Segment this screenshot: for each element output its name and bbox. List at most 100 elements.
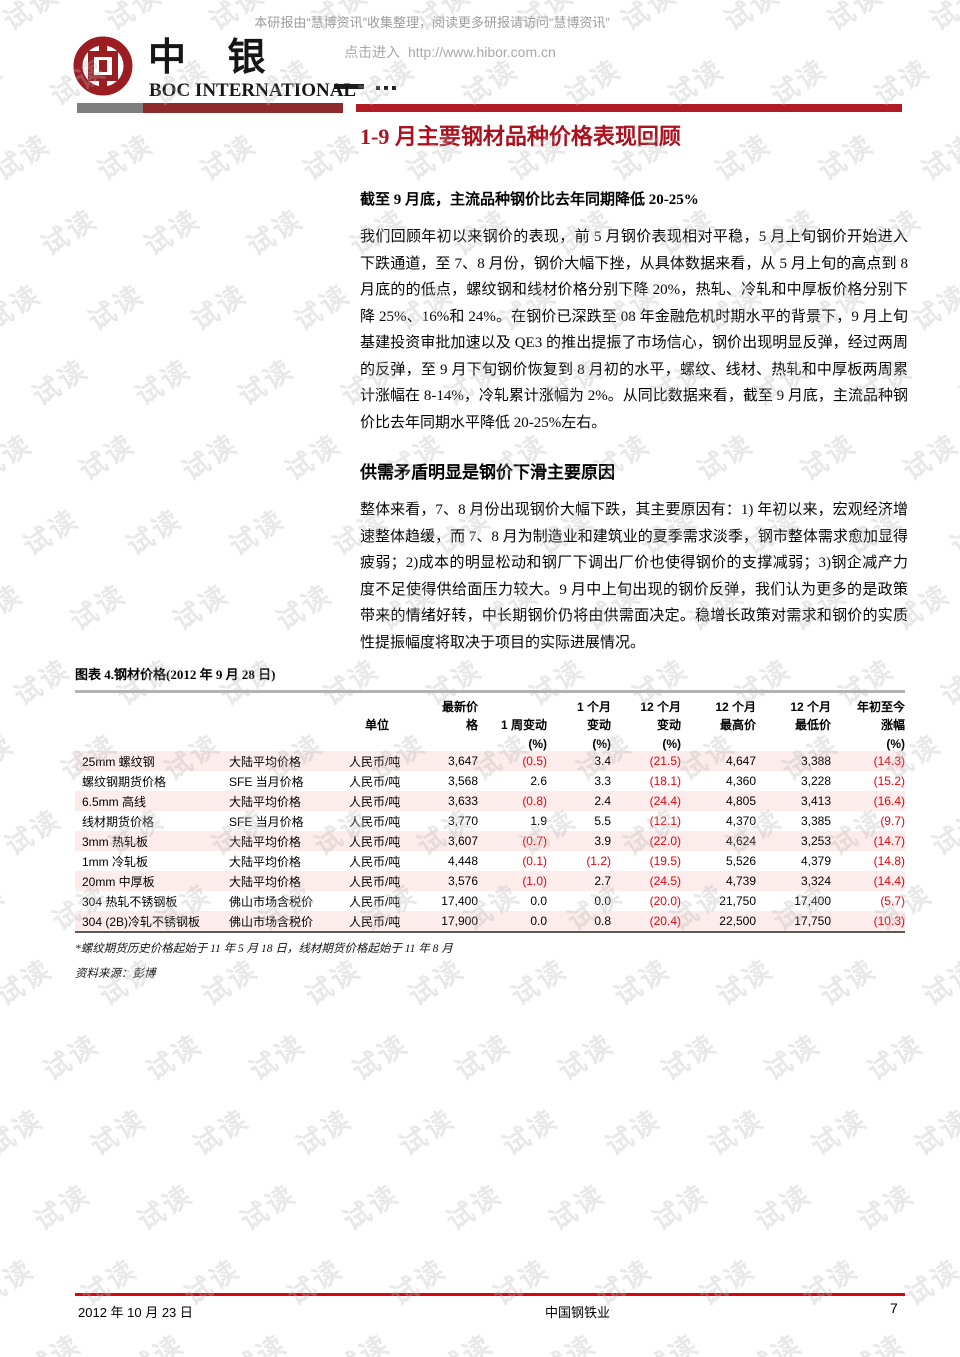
- watermark-text: 试读: [298, 128, 365, 187]
- watermark-text: 试读: [338, 1178, 405, 1237]
- watermark-text: 试读: [65, 578, 132, 637]
- column-header: 1 个月: [576, 700, 611, 714]
- latest-price-cell: 3,607: [447, 834, 478, 848]
- section2-paragraph: 整体来看，7、8 月份出现钢价大幅下跌，其主要原因有：1) 年初以来，宏观经济增…: [360, 502, 908, 651]
- column-header: [227, 733, 349, 751]
- steel-price-table: 最新价 1 个月 12 个月 12 个月 12 个月 年初至今 单位 格 1 周…: [75, 697, 905, 931]
- low-cell: 3,388: [800, 754, 831, 768]
- exhibit-caption: 图表 4.钢材价格(2012 年 9 月 28 日): [75, 667, 276, 682]
- unit-cell: 人民币/吨: [349, 894, 401, 909]
- watermark-text: 试读: [694, 1253, 761, 1312]
- watermark-text: 试读: [0, 0, 65, 37]
- watermark-text: 试读: [92, 128, 159, 187]
- unit-cell: 人民币/吨: [349, 834, 401, 849]
- week-change-cell: 0.0: [530, 914, 547, 928]
- watermark-text: 试读: [16, 1323, 88, 1357]
- watermark-text: 试读: [0, 728, 20, 787]
- month-change-cell: 3.3: [594, 774, 611, 788]
- table-row: 20mm 中厚板 大陆平均价格 人民币/吨 3,576 (1.0) 2.7 (2…: [75, 871, 905, 891]
- year-change-cell: (12.1): [649, 814, 681, 828]
- ytd-cell: (5.7): [880, 894, 905, 908]
- watermark-text: 试读: [168, 578, 235, 637]
- watermark-text: 试读: [954, 353, 960, 412]
- table-footnote: *螺纹期货历史价格起始于 11 年 5 月 18 日，线材期货价格起始于 11 …: [75, 943, 453, 955]
- ytd-cell: (9.7): [880, 814, 905, 828]
- table-row: 3mm 热轧板 大陆平均价格 人民币/吨 3,607 (0.7) 3.9 (22…: [75, 831, 905, 851]
- product-name-cell: 25mm 螺纹钢: [82, 754, 155, 769]
- latest-price-cell: 3,568: [447, 774, 478, 788]
- watermark-text: 试读: [242, 203, 309, 262]
- watermark-text: 试读: [0, 1023, 3, 1088]
- watermark-text: 试读: [38, 1028, 105, 1087]
- price-type-cell: 大陆平均价格: [229, 834, 302, 849]
- column-header: (%): [592, 737, 611, 751]
- latest-price-cell: 4,448: [447, 854, 478, 868]
- watermark-text: 试读: [29, 1178, 96, 1237]
- year-change-cell: (20.0): [649, 894, 681, 908]
- boc-emblem-icon: [73, 36, 133, 96]
- watermark-text: 试读: [291, 1103, 358, 1162]
- week-change-cell: (0.8): [522, 794, 547, 808]
- year-change-cell: (20.4): [649, 914, 681, 928]
- header-row: (%) (%) (%) (%): [75, 733, 905, 751]
- watermark-text: 试读: [956, 1178, 960, 1237]
- watermark-text: 试读: [916, 128, 960, 187]
- watermark-text: 试读: [74, 428, 141, 487]
- column-header: (%): [886, 737, 905, 751]
- column-header: [756, 733, 831, 751]
- price-type-cell: SFE 当月价格: [229, 774, 304, 789]
- week-change-cell: (0.5): [522, 754, 547, 768]
- header-row: 单位 格 1 周变动 变动 变动 最高价 最低价 涨幅: [75, 715, 905, 733]
- watermark-text: 试读: [441, 1178, 508, 1237]
- page-title: 1-9 月主要钢材品种价格表现回顾: [360, 124, 681, 149]
- price-type-cell: SFE 当月价格: [229, 814, 304, 829]
- footer-date: 2012 年 10 月 23 日: [78, 1305, 193, 1320]
- high-cell: 4,624: [725, 834, 756, 848]
- unit-cell: 人民币/吨: [349, 874, 401, 889]
- month-change-cell: 3.9: [594, 834, 611, 848]
- latest-price-cell: 17,900: [441, 914, 478, 928]
- year-change-cell: (19.5): [649, 854, 681, 868]
- week-change-cell: (1.0): [522, 874, 547, 888]
- watermark-text: 试读: [244, 1028, 311, 1087]
- ytd-cell: (14.8): [873, 854, 905, 868]
- column-header: 变动: [586, 718, 611, 732]
- watermark-text: 试读: [600, 1103, 667, 1162]
- column-header: [349, 733, 411, 751]
- high-cell: 21,750: [719, 894, 756, 908]
- high-cell: 4,360: [725, 774, 756, 788]
- watermark-text: 试读: [907, 278, 960, 337]
- month-change-cell: 5.5: [594, 814, 611, 828]
- column-header: 最新价: [441, 700, 478, 714]
- product-name-cell: 20mm 中厚板: [82, 874, 155, 889]
- logo-broken-glyph-dots: [376, 86, 380, 90]
- watermark-text: 试读: [759, 1028, 826, 1087]
- month-change-cell: 0.8: [594, 914, 611, 928]
- watermark-text: 试读: [806, 1103, 873, 1162]
- table-bottom-rule: [75, 931, 905, 933]
- latest-price-cell: 3,633: [447, 794, 478, 808]
- watermark-text: 试读: [737, 1323, 809, 1357]
- low-cell: 3,324: [800, 874, 831, 888]
- ytd-cell: (15.2): [873, 774, 905, 788]
- product-name-cell: 线材期货价格: [82, 814, 155, 829]
- price-type-cell: 大陆平均价格: [229, 794, 302, 809]
- watermark-text: 试读: [0, 953, 58, 1012]
- header-bar-darkred-segment: [143, 103, 343, 113]
- watermark-text: 试读: [853, 1178, 920, 1237]
- watermark-text: 试读: [271, 578, 338, 637]
- watermark-text: 试读: [647, 1178, 714, 1237]
- column-header: 年初至今: [856, 700, 905, 714]
- column-header: 12 个月: [790, 700, 831, 714]
- column-header: [349, 697, 411, 715]
- watermark-text: 试读: [9, 653, 76, 712]
- product-name-cell: 1mm 冷轧板: [82, 854, 149, 869]
- click-enter-label: 点击进入: [344, 44, 401, 60]
- watermark-text: 试读: [36, 203, 103, 262]
- column-header: 12 个月: [640, 700, 681, 714]
- unit-cell: 人民币/吨: [349, 754, 401, 769]
- logo-english-text: BOC INTERNATIONAL: [149, 80, 357, 101]
- watermark-text: 试读: [656, 1028, 723, 1087]
- hibor-url-link[interactable]: http://www.hibor.com.cn: [407, 44, 556, 60]
